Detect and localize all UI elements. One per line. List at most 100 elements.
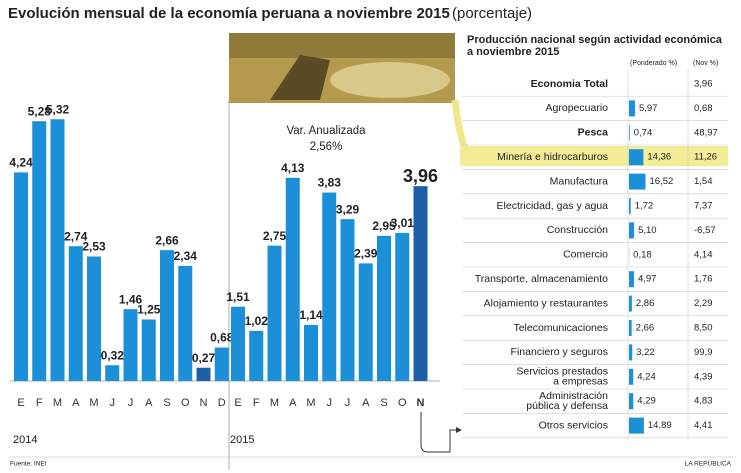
weight-label: 1,72 (635, 201, 654, 212)
weight-bar (629, 173, 646, 190)
weight-bar (629, 295, 632, 312)
weight-label: 2,66 (636, 323, 655, 334)
bar (395, 232, 410, 381)
photo-water (330, 62, 450, 98)
table-title: Producción nacional según actividad econ… (467, 34, 723, 46)
row-label: Otros servicios (539, 419, 608, 431)
row-label: Financiero y seguros (511, 346, 608, 358)
value-label: 5,28 (28, 104, 52, 118)
nov-label: 4,14 (694, 249, 713, 260)
weight-label: 4,97 (638, 274, 657, 285)
nov-label: 11,26 (694, 152, 717, 163)
source: Fuente: INEI (10, 461, 47, 468)
bar (141, 319, 156, 381)
weight-bar (629, 417, 644, 434)
weight-bar (629, 149, 644, 166)
month-label: N (200, 397, 208, 409)
weight-label: 0,18 (633, 249, 652, 260)
value-label: 2,95 (372, 219, 396, 233)
bar (160, 250, 174, 381)
photo-sky (229, 33, 455, 58)
weight-label: 2,86 (636, 298, 655, 309)
month-label: J (345, 397, 351, 409)
bar (105, 365, 120, 381)
bar (32, 121, 47, 381)
weight-bar (629, 344, 633, 361)
nov-label: 1,76 (694, 274, 713, 285)
chart-subtitle: (porcentaje) (452, 5, 532, 22)
bar (267, 245, 282, 381)
weight-bar (629, 124, 630, 141)
row-label: a empresas (553, 376, 608, 388)
weight-label: 16,52 (650, 176, 674, 187)
annotation: 2,56% (310, 141, 343, 153)
month-label: M (89, 397, 98, 409)
row-label: Minería e hidrocarburos (497, 151, 608, 163)
month-label: J (327, 397, 333, 409)
nov-label: 48,97 (694, 127, 718, 138)
value-label: 5,32 (46, 102, 70, 116)
nov-label: 7,37 (694, 201, 713, 212)
bar (87, 256, 101, 381)
value-label: 4,13 (281, 161, 305, 175)
weight-bar (629, 320, 632, 336)
row-label: Electricidad, gas y agua (497, 200, 609, 212)
month-label: N (417, 397, 425, 409)
row-label: Construcción (547, 224, 608, 236)
month-label: E (17, 397, 24, 409)
bar (178, 265, 193, 381)
nov-label: -6,57 (694, 225, 716, 236)
weight-bar (629, 271, 634, 288)
weight-label: 4,29 (637, 396, 656, 407)
row-label: Transporte, almacenamiento (475, 273, 608, 285)
row-label: Manufactura (550, 175, 609, 187)
row-label: Alojamiento y restaurantes (484, 297, 608, 309)
bar (304, 324, 318, 381)
weight-bar (629, 100, 635, 117)
month-label: J (128, 397, 134, 409)
group-label: 2015 (230, 434, 254, 446)
month-label: F (36, 397, 43, 409)
arrow-head (456, 427, 462, 433)
bar (358, 263, 373, 381)
value-label: 1,46 (119, 292, 143, 306)
bar (231, 306, 245, 381)
group-label: 2014 (13, 434, 37, 446)
row-label: Agropecuario (546, 102, 609, 114)
value-label: 3,29 (336, 202, 360, 216)
bar (14, 172, 28, 381)
row-label: Servicios prestados (516, 366, 608, 378)
weight-bar (629, 368, 634, 385)
weight-label: 0,74 (634, 127, 653, 138)
row-label: Comercio (563, 249, 608, 261)
value-label: 4,24 (9, 156, 33, 170)
weight-bar (629, 198, 631, 214)
bar (322, 192, 337, 381)
value-label: 3,83 (318, 176, 342, 190)
nov-label: 8,50 (694, 323, 713, 334)
weight-bar (629, 393, 634, 410)
weight-label: 3,22 (636, 347, 655, 358)
month-label: J (110, 397, 116, 409)
arrow (420, 412, 458, 453)
weight-label: 5,97 (639, 103, 658, 114)
row-label: Telecomunicaciones (513, 322, 608, 334)
month-label: M (53, 397, 62, 409)
month-label: D (218, 397, 226, 409)
weight-bar (629, 222, 635, 239)
bar (50, 119, 65, 382)
value-label: 1,25 (137, 303, 161, 317)
month-label: F (253, 397, 260, 409)
value-label: 2,53 (82, 240, 106, 254)
value-label: 3,01 (391, 216, 415, 230)
value-label: 2,75 (263, 229, 287, 243)
bar (123, 309, 138, 381)
month-label: A (362, 397, 370, 409)
nov-label: 4,39 (694, 371, 713, 382)
bar (285, 177, 300, 381)
row-label: pública y defensa (526, 400, 608, 412)
nov-label: 99,9 (694, 347, 713, 358)
value-label: 3,96 (403, 166, 438, 186)
month-label: A (145, 397, 153, 409)
